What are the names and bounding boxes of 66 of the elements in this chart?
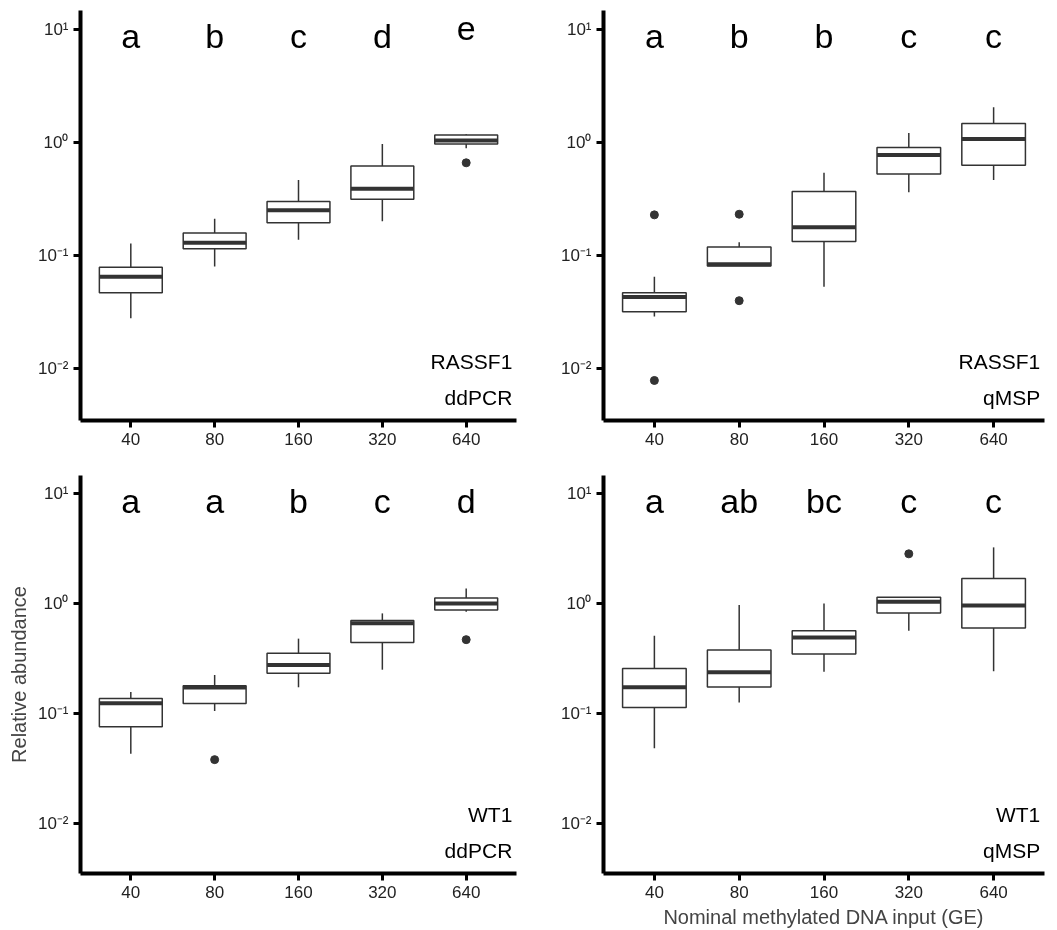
x-tick-label: 80 [729, 429, 749, 449]
annotation: b [205, 16, 225, 55]
y-tick-label: 10⁻¹ [37, 703, 69, 723]
y-tick-label: 10¹ [566, 19, 592, 39]
annotation: a [121, 16, 141, 55]
y-tick-label: 10⁻¹ [560, 246, 592, 266]
y-tick-label: 10⁻¹ [560, 703, 592, 723]
x-tick-label: 160 [284, 429, 313, 449]
annotation: d [372, 16, 392, 55]
text: WT1 [995, 802, 1041, 826]
annotation: c [900, 16, 918, 55]
annotation: b [729, 16, 749, 55]
x-tick-label: 80 [205, 429, 225, 449]
x-tick-label: 40 [121, 429, 141, 449]
y-tick-label: 10⁻² [560, 359, 592, 379]
text: ddPCR [444, 385, 513, 409]
text: ddPCR [444, 838, 513, 862]
x-tick-label: 40 [644, 882, 664, 902]
annotation: a [121, 481, 141, 520]
annotation: b [289, 481, 308, 520]
y-tick-label: 10⁻¹ [37, 246, 69, 266]
text: qMSP [983, 385, 1041, 409]
x-tick-label: 80 [205, 882, 225, 902]
x-tick-label: 320 [368, 429, 397, 449]
y-tick-label: 10⁻² [37, 813, 69, 833]
x-tick-label: 160 [284, 882, 313, 902]
x-tick-label: 40 [121, 882, 141, 902]
annotation: a [205, 481, 225, 520]
x-tick-label: 160 [809, 429, 839, 449]
annotation: a [644, 16, 664, 55]
x-tick-label: 640 [979, 429, 1008, 449]
text: RASSF1 [430, 349, 513, 373]
y-axis-title: Relative abundance [7, 586, 30, 763]
annotation: ab [720, 481, 759, 520]
x-tick-label: 320 [894, 429, 923, 449]
text: qMSP [983, 838, 1041, 862]
annotation: c [985, 16, 1003, 55]
annotation: c [290, 16, 307, 55]
x-tick-label: 320 [368, 882, 397, 902]
y-tick-label: 10⁻² [37, 359, 69, 379]
x-tick-label: 640 [979, 882, 1008, 902]
y-tick-label: 10⁻² [560, 813, 592, 833]
x-tick-label: 640 [452, 429, 481, 449]
y-tick-label: 10⁰ [566, 594, 592, 613]
annotation: c [985, 481, 1003, 520]
y-tick-label: 10⁰ [566, 132, 592, 152]
annotation: b [814, 16, 834, 55]
y-tick-label: 10⁰ [43, 132, 69, 152]
annotation: e [456, 8, 476, 47]
x-tick-label: 160 [809, 882, 839, 902]
annotation: c [373, 481, 391, 520]
x-tick-label: 40 [644, 429, 664, 449]
x-tick-label: 320 [894, 882, 923, 902]
text: WT1 [467, 802, 513, 826]
y-tick-label: 10¹ [43, 19, 69, 39]
x-axis-title: Nominal methylated DNA input (GE) [663, 905, 984, 928]
x-tick-label: 80 [729, 882, 749, 902]
annotation: a [644, 481, 664, 520]
y-tick-label: 10¹ [566, 484, 592, 504]
annotation: d [456, 481, 476, 520]
y-tick-label: 10¹ [43, 484, 69, 504]
text: RASSF1 [958, 349, 1041, 373]
x-tick-label: 640 [452, 882, 481, 902]
annotation: bc [806, 481, 842, 520]
y-tick-label: 10⁰ [43, 594, 69, 613]
annotation: c [900, 481, 918, 520]
